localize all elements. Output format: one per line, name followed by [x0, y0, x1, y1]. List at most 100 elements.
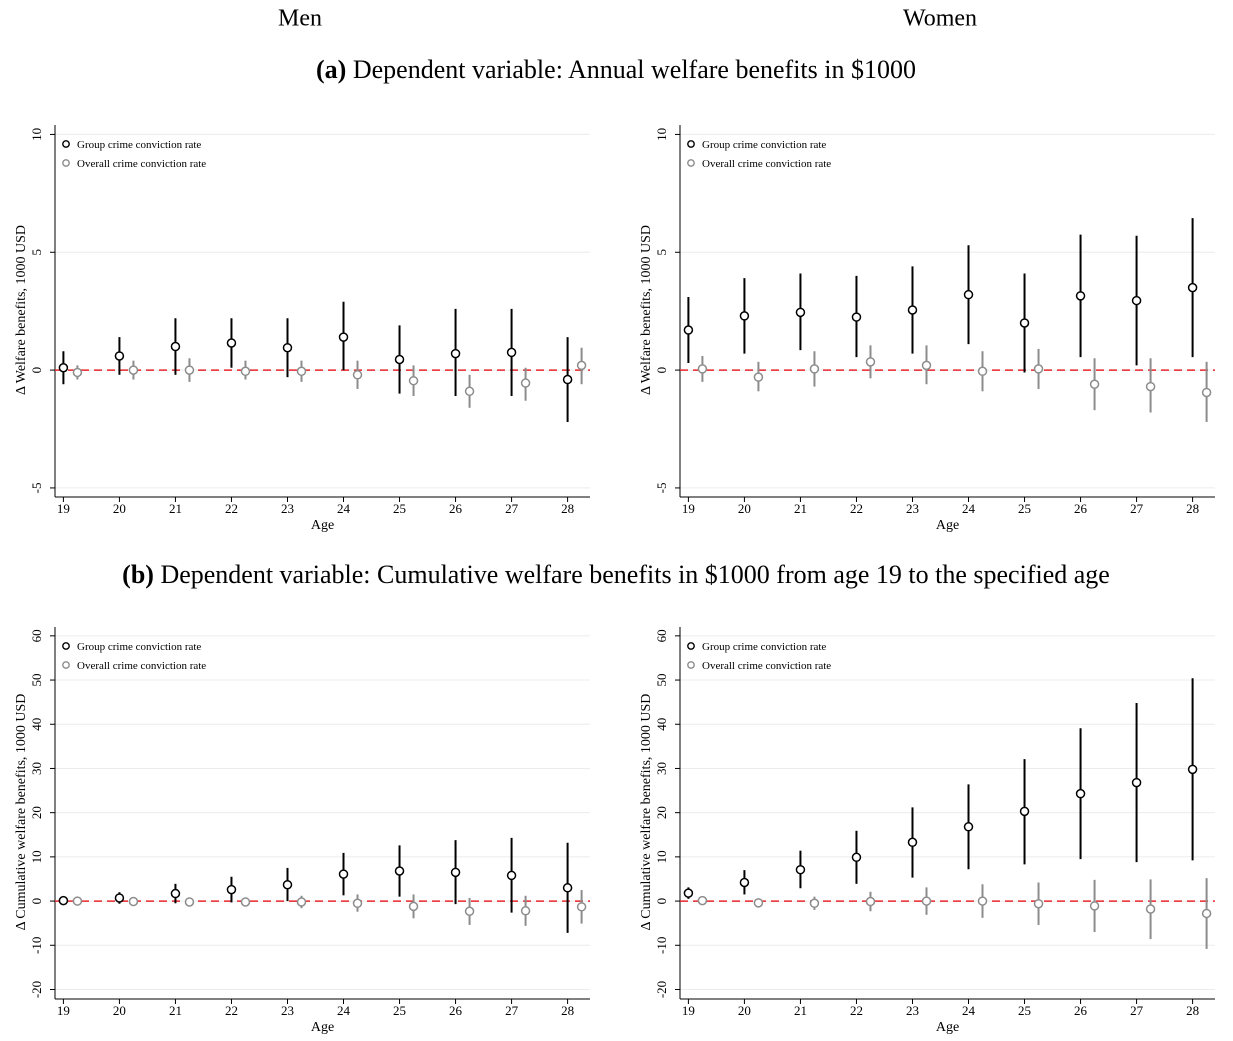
legend-marker — [62, 661, 70, 669]
point — [1145, 904, 1156, 914]
x-tick-label: 19 — [682, 501, 695, 516]
y-tick-label: 40 — [29, 718, 44, 731]
point — [851, 852, 862, 863]
x-axis-label: Age — [311, 518, 334, 533]
y-tick-label: -20 — [29, 981, 44, 998]
y-axis-label: Δ Welfare benefits, 1000 USD — [639, 225, 654, 395]
y-tick-label: 20 — [29, 806, 44, 819]
point — [170, 341, 181, 352]
y-tick-label: 5 — [654, 249, 669, 256]
point — [977, 366, 988, 377]
point — [809, 898, 820, 909]
point — [352, 370, 363, 380]
y-tick-label: 0 — [29, 898, 44, 905]
x-tick-label: 21 — [169, 501, 182, 516]
point — [562, 374, 573, 385]
point — [506, 347, 517, 358]
point — [865, 357, 876, 367]
legend-label: Overall crime conviction rate — [702, 660, 831, 672]
point — [58, 895, 69, 906]
point — [1131, 777, 1142, 788]
point — [114, 893, 125, 903]
x-tick-label: 25 — [393, 1003, 406, 1018]
y-axis-label: Δ Cumulative welfare benefits, 1000 USD — [14, 694, 29, 931]
x-tick-label: 19 — [57, 1003, 70, 1018]
x-tick-label: 22 — [225, 1003, 238, 1018]
point — [1033, 364, 1044, 374]
y-tick-label: 60 — [654, 629, 669, 642]
point — [394, 354, 405, 365]
y-tick-label: 5 — [29, 249, 44, 256]
point — [562, 883, 573, 893]
x-tick-label: 23 — [906, 501, 919, 516]
point — [520, 906, 531, 916]
x-tick-label: 28 — [561, 1003, 574, 1018]
caption: (b) Dependent variable: Cumulative welfa… — [122, 560, 1110, 589]
y-tick-label: 60 — [29, 629, 44, 642]
x-tick-label: 20 — [113, 1003, 126, 1018]
point — [184, 365, 195, 375]
point — [1187, 764, 1198, 775]
point — [506, 870, 517, 881]
x-tick-label: 19 — [57, 501, 70, 516]
chart: -20 -10 0 10 20 30 40 50 60 19 20 21 22 23 24 25 26 27 28 A… — [14, 627, 590, 1035]
point — [1019, 318, 1030, 328]
point — [114, 351, 125, 361]
point — [296, 897, 307, 907]
point — [739, 311, 750, 321]
point — [739, 877, 750, 888]
column-title: Women — [903, 6, 977, 32]
point — [408, 901, 419, 912]
legend-label: Group crime conviction rate — [77, 139, 201, 151]
x-tick-label: 19 — [682, 1003, 695, 1018]
x-tick-label: 26 — [1074, 501, 1088, 516]
point — [394, 866, 405, 876]
point — [464, 386, 475, 397]
x-tick-label: 20 — [113, 501, 126, 516]
y-tick-label: 50 — [29, 674, 44, 687]
point — [1201, 908, 1212, 919]
point — [1201, 387, 1212, 398]
point — [464, 906, 475, 916]
point — [450, 348, 461, 359]
point — [72, 367, 83, 378]
x-tick-label: 28 — [1186, 1003, 1199, 1018]
column-title: Men — [278, 6, 322, 32]
y-axis-label: Δ Welfare benefits, 1000 USD — [14, 225, 29, 395]
x-tick-label: 26 — [1074, 1003, 1088, 1018]
x-tick-label: 26 — [449, 1003, 463, 1018]
legend-label: Overall crime conviction rate — [77, 158, 206, 170]
y-tick-label: -10 — [654, 937, 669, 954]
x-tick-label: 24 — [962, 1003, 976, 1018]
point — [170, 888, 181, 899]
point — [184, 897, 195, 907]
y-tick-label: 30 — [654, 762, 669, 775]
point — [1075, 788, 1086, 799]
x-tick-label: 21 — [794, 501, 807, 516]
y-axis-label: Δ Cumulative welfare benefits, 1000 USD — [639, 694, 654, 931]
x-tick-label: 24 — [337, 1003, 351, 1018]
x-tick-label: 20 — [738, 1003, 751, 1018]
point — [851, 312, 862, 322]
point — [683, 325, 694, 335]
point — [921, 896, 932, 906]
point — [408, 375, 419, 386]
legend-marker — [62, 642, 70, 650]
x-tick-label: 24 — [337, 501, 351, 516]
caption-text: Dependent variable: Cumulative welfare b… — [160, 560, 1109, 589]
point — [753, 898, 764, 908]
point — [977, 896, 988, 906]
point — [450, 867, 461, 878]
x-axis-label: Age — [936, 1020, 959, 1035]
x-tick-label: 25 — [1018, 501, 1031, 516]
x-tick-label: 20 — [738, 501, 751, 516]
point — [1145, 381, 1156, 392]
y-tick-label: -5 — [654, 483, 669, 494]
chart: -5 0 5 10 19 20 21 22 23 24 25 26 27 28 Age Δ Welfare b… — [14, 125, 590, 533]
chart: -20 -10 0 10 20 30 40 50 60 19 20 21 22 23 24 25 26 27 28 A… — [639, 627, 1215, 1035]
y-tick-label: 0 — [654, 367, 669, 374]
point — [1075, 291, 1086, 301]
point — [1089, 379, 1100, 389]
x-tick-label: 22 — [850, 1003, 863, 1018]
point — [296, 366, 307, 377]
